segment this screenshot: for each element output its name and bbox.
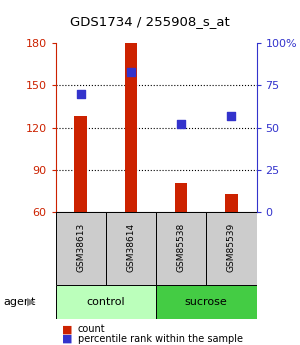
Text: GSM38613: GSM38613 [76,222,85,272]
Bar [175,183,188,212]
Point [229,113,234,119]
Bar [225,194,238,212]
Text: ■: ■ [61,325,72,334]
Bar [74,116,87,212]
Text: GSM85538: GSM85538 [177,222,186,272]
Text: sucrose: sucrose [185,297,228,307]
Text: GDS1734 / 255908_s_at: GDS1734 / 255908_s_at [70,16,230,29]
FancyBboxPatch shape [106,212,156,285]
Text: ■: ■ [61,334,72,344]
Text: percentile rank within the sample: percentile rank within the sample [78,334,243,344]
FancyBboxPatch shape [56,212,106,285]
FancyBboxPatch shape [156,212,206,285]
Point [78,91,83,97]
FancyBboxPatch shape [56,285,156,319]
Bar [124,43,137,212]
Text: GSM85539: GSM85539 [227,222,236,272]
Point [128,69,133,75]
Point [179,121,184,127]
Text: agent: agent [3,297,35,307]
Text: count: count [78,325,106,334]
Text: GSM38614: GSM38614 [126,223,135,272]
FancyBboxPatch shape [206,212,256,285]
FancyBboxPatch shape [156,285,256,319]
Text: control: control [86,297,125,307]
Text: ▶: ▶ [27,297,36,307]
